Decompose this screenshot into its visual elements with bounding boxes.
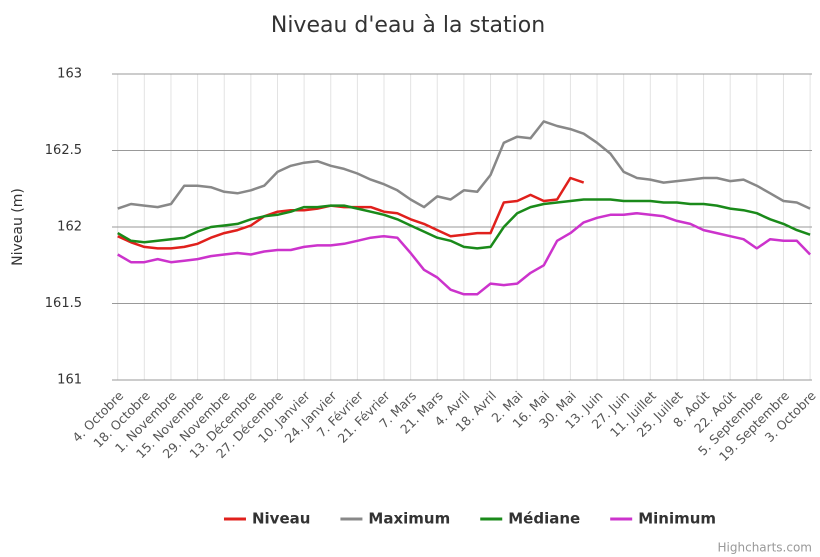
- chart-title: Niveau d'eau à la station: [271, 13, 545, 38]
- y-tick-label: 161: [57, 373, 82, 388]
- y-tick-label: 162: [57, 220, 82, 235]
- legend: Niveau Maximum Médiane Minimum: [223, 510, 716, 528]
- series-line: [117, 211, 811, 296]
- legend-label: Minimum: [638, 510, 716, 528]
- legend-label: Maximum: [368, 510, 450, 528]
- y-tick-label: 162.5: [45, 143, 82, 158]
- legend-label: Niveau: [252, 510, 310, 528]
- y-tick-label: 161.5: [45, 296, 82, 311]
- credits[interactable]: Highcharts.com: [718, 541, 812, 555]
- series-line: [117, 120, 811, 210]
- series-line: [117, 176, 585, 250]
- y-axis-title: Niveau (m): [10, 188, 26, 266]
- series-line: [117, 198, 811, 250]
- y-tick-label: 163: [57, 67, 82, 82]
- legend-label: Médiane: [508, 510, 580, 528]
